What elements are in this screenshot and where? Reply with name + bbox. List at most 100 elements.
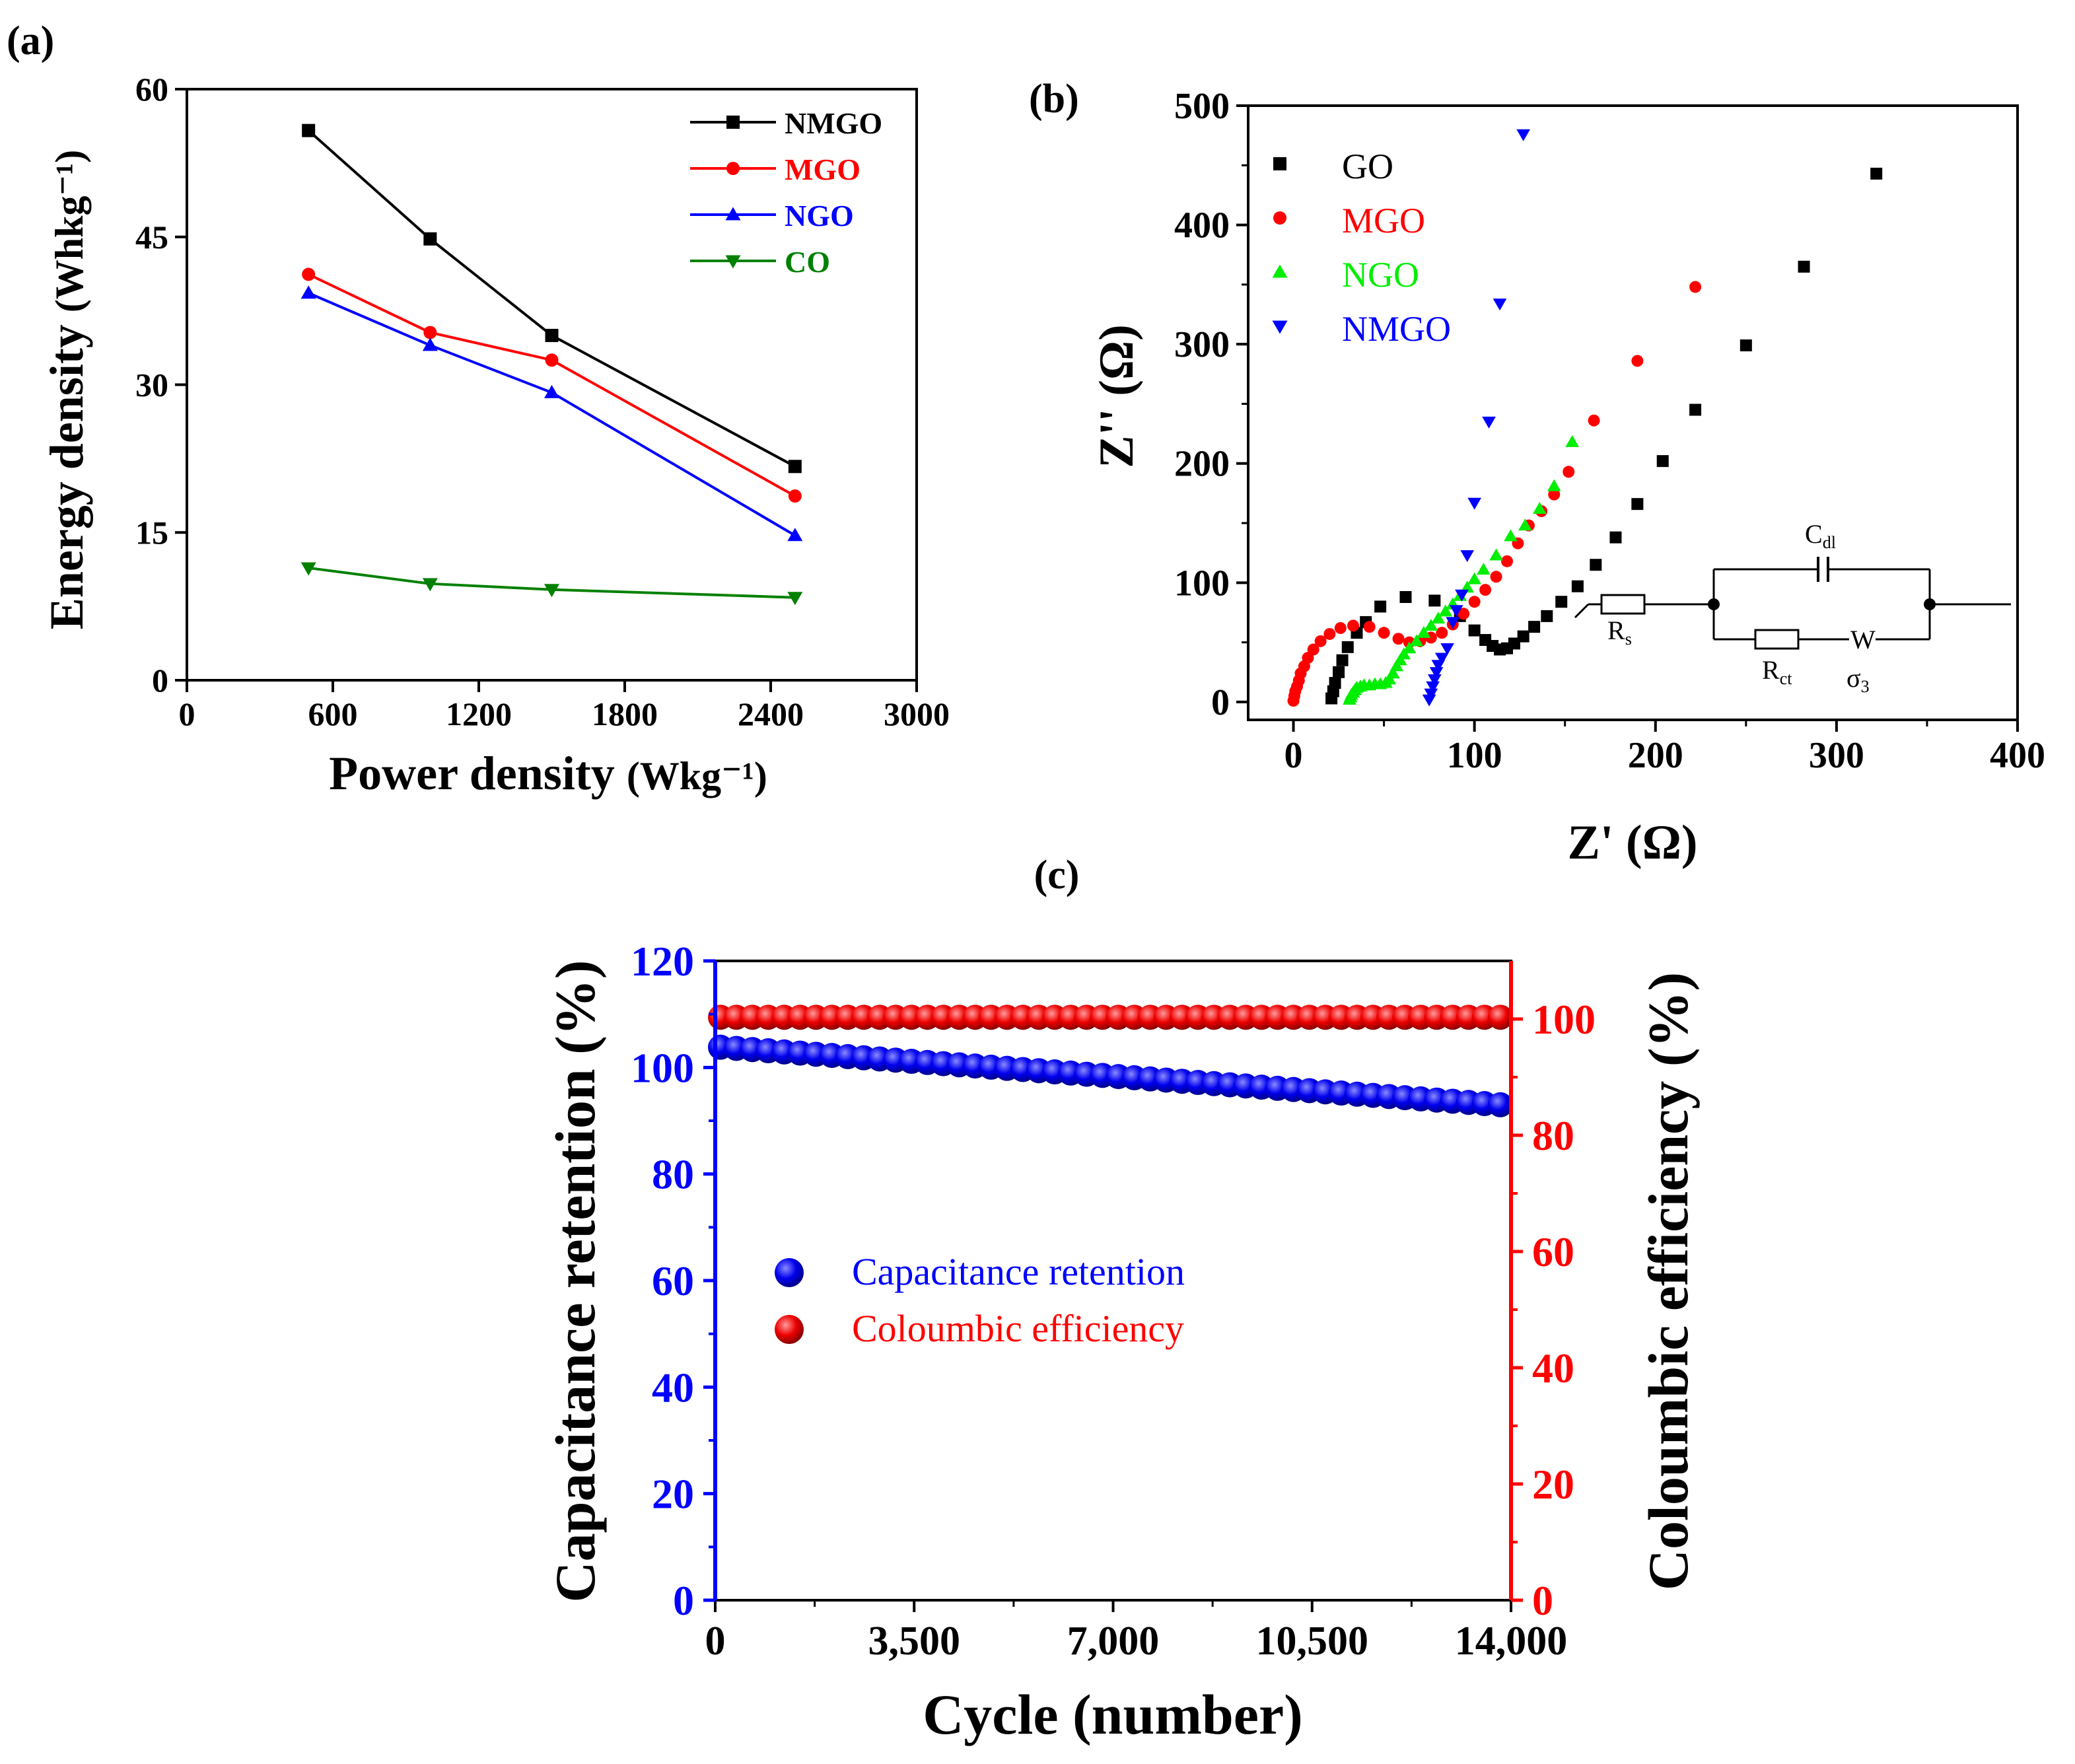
data-point-mgo (1307, 643, 1319, 656)
data-point-go (1590, 559, 1602, 571)
y-tick-label: 60 (135, 71, 168, 108)
left-y-tick-label: 40 (652, 1364, 694, 1411)
data-point-ngo (1397, 647, 1411, 660)
data-point-mgo (1468, 596, 1481, 608)
data-point-go (1798, 260, 1810, 273)
series-line-mgo (308, 273, 796, 497)
data-point-co (787, 592, 803, 606)
legend-marker-nmgo (726, 116, 740, 129)
x-tick-label: 3000 (884, 695, 950, 732)
data-point-mgo (788, 489, 802, 503)
x-tick-label: 0 (179, 695, 195, 732)
cdl-label: Cdl (1805, 519, 1836, 552)
x-tick-label: 400 (1990, 735, 2045, 776)
panel-b-nyquist-chart: (b) 0 100 200 300 400 0 100 200 300 400 500 GO MGO N… (1029, 77, 2045, 870)
legend-marker-ngo (725, 207, 741, 221)
legend-label-ngo: NGO (785, 199, 854, 232)
data-point-mgo (1392, 633, 1405, 645)
data-point-go (1541, 610, 1553, 622)
data-point-go (1528, 621, 1541, 633)
right-y-tick-label: 80 (1532, 1112, 1574, 1159)
data-point-nmgo (1424, 688, 1438, 701)
data-point-go (1740, 339, 1752, 351)
data-point-ngo (1386, 666, 1400, 679)
data-point-ngo (1532, 502, 1547, 514)
data-point-go (1689, 404, 1702, 416)
data-point-nmgo (1427, 674, 1442, 686)
panel-c-right-axis-title: Coloumbic efficiency (%) (1636, 972, 1700, 1590)
x-tick-label: 7,000 (1067, 1619, 1160, 1664)
data-point-mgo (1436, 627, 1448, 639)
data-point-go (1329, 677, 1341, 689)
legend-label-mgo: MGO (785, 153, 861, 186)
data-point-go (1508, 637, 1520, 650)
y-tick-label: 30 (135, 367, 168, 404)
panel-a-x-axis-title: Power density (Wkg⁻¹) (329, 747, 767, 800)
legend-marker-capacitance-retention (775, 1258, 804, 1287)
equivalent-circuit-inset: Rs Cdl Rct W σ3 (1574, 519, 2011, 696)
data-point-ngo (787, 528, 803, 542)
series-line-nmgo (307, 129, 796, 468)
left-y-tick-label: 0 (673, 1577, 694, 1624)
legend-label-capacitance-retention: Capacitance retention (852, 1250, 1185, 1293)
data-point-ngo (300, 285, 316, 299)
y-tick-label: 15 (135, 514, 168, 551)
data-point-nmgo (788, 460, 802, 474)
data-point-mgo (1548, 488, 1561, 501)
data-point-co (544, 584, 559, 598)
data-point-go (1468, 624, 1481, 637)
panel-a-energy-power-chart: (a) 0 600 1200 1800 2400 3000 0 15 30 45 60 NMGO MG… (7, 18, 950, 800)
data-point-mgo (302, 267, 316, 281)
y-tick-label: 0 (152, 662, 168, 699)
data-point-ngo (1393, 653, 1407, 666)
x-tick-label: 3,500 (868, 1619, 961, 1664)
x-tick-label: 0 (1284, 735, 1303, 776)
data-point-mgo (1689, 281, 1702, 293)
data-point-ngo (1504, 529, 1518, 542)
legend-marker-nmgo (1272, 320, 1288, 334)
panel-b-label: (b) (1029, 77, 1079, 122)
y-tick-label: 45 (135, 219, 168, 256)
data-point-nmgo (1493, 299, 1507, 311)
panel-b-y-axis-title: Z'' (Ω) (1090, 324, 1144, 468)
panel-c-label: (c) (1034, 853, 1080, 898)
panel-c-x-axis-title: Cycle (number) (923, 1683, 1303, 1746)
data-point-mgo (1314, 635, 1327, 647)
data-point-go (1341, 641, 1354, 653)
data-point-go (1555, 596, 1568, 608)
data-point-go (1374, 600, 1387, 613)
legend-label-co: CO (785, 245, 830, 279)
data-point-nmgo (1426, 681, 1440, 693)
panel-c-cycling-chart: (c) 0 3,500 7,000 10,500 14,0000204060801001… (544, 853, 1700, 1746)
data-point-mgo (1490, 571, 1502, 583)
x-tick-label: 14,000 (1455, 1619, 1568, 1664)
legend-marker-coloumbic-efficiency (775, 1315, 804, 1344)
y-tick-label: 300 (1174, 324, 1230, 365)
data-point-go (1609, 531, 1622, 544)
legend-marker-co (725, 255, 741, 269)
rct-label: Rct (1762, 655, 1792, 688)
data-point-ngo (1489, 548, 1503, 561)
data-point-capacitance-retention (1487, 1092, 1513, 1117)
y-tick-label: 500 (1174, 86, 1230, 127)
series-line-co (308, 566, 795, 599)
left-y-tick-label: 80 (652, 1151, 694, 1198)
data-point-mgo (545, 353, 559, 367)
y-tick-label: 400 (1174, 205, 1230, 246)
x-tick-label: 100 (1447, 735, 1502, 776)
right-y-tick-label: 60 (1532, 1228, 1574, 1275)
data-point-nmgo (423, 232, 437, 246)
legend-marker-mgo (1273, 211, 1286, 225)
series-line-ngo (308, 291, 796, 537)
data-point-go (1336, 654, 1349, 666)
data-point-nmgo (1449, 605, 1463, 617)
left-y-tick-label: 100 (631, 1044, 694, 1091)
data-point-mgo (1500, 555, 1513, 567)
y-tick-label: 100 (1174, 563, 1230, 604)
panel-a-y-axis-title: Energy density (Whkg⁻¹) (40, 150, 93, 629)
data-point-mgo (1479, 584, 1492, 596)
data-point-ngo (1547, 479, 1561, 491)
right-y-tick-label: 20 (1532, 1461, 1574, 1508)
x-tick-label: 300 (1809, 735, 1864, 776)
legend-label-go: GO (1342, 147, 1393, 186)
